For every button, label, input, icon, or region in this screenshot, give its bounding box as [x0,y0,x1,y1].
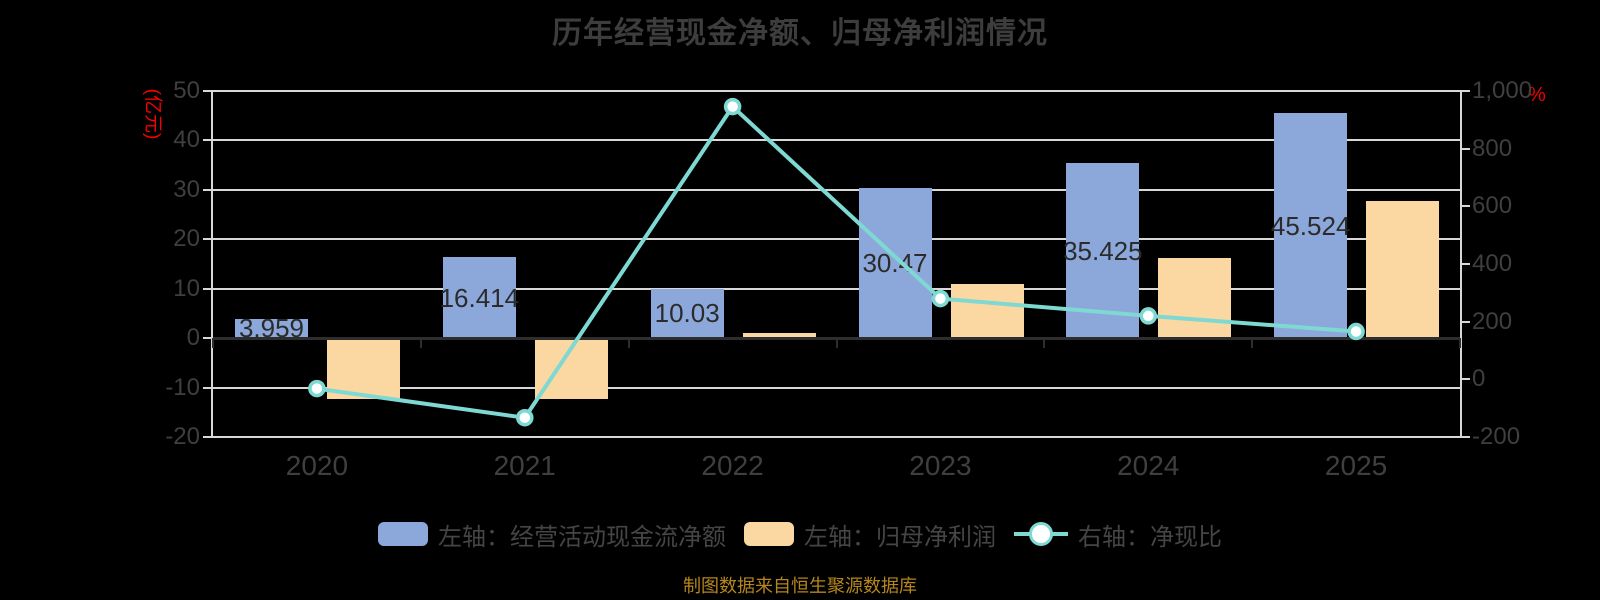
line-point-2022[interactable] [723,97,742,116]
y-axis-tick-label: 50 [173,77,200,104]
gridline [213,436,1460,438]
bar-value-label: 35.425 [1063,235,1143,266]
x-axis-label-2022: 2022 [701,450,764,481]
x-axis-label-2023: 2023 [909,450,972,481]
x-axis-boundary-tick [1251,338,1254,349]
bar-netprofit-2025[interactable] [1366,201,1440,339]
right-axis-line [1460,91,1462,437]
gridline [213,139,1460,142]
bar-value-label: 16.414 [439,282,520,313]
right-axis-tick-label: 600 [1472,192,1513,220]
bar-value-label: 30.47 [862,247,928,278]
right-axis-tick-label: 400 [1472,250,1513,277]
y-axis-tick [203,238,213,241]
line-point-2020[interactable] [308,379,326,398]
x-axis-boundary-tick [212,338,214,349]
right-axis-tick-label: 800 [1472,134,1513,162]
legend-label-netcash-ratio: 右轴：净现比 [1078,523,1222,551]
right-axis-tick [1460,436,1470,438]
x-axis-boundary-tick [1043,338,1046,349]
right-axis-tick [1460,320,1470,323]
legend-label-cashflow: 左轴：经营活动现金流净额 [438,523,726,551]
right-axis-tick [1460,263,1470,265]
right-axis-tick [1460,205,1470,208]
legend-item-netcash-ratio[interactable]: 右轴：净现比 [1014,517,1222,552]
footnote-data-source: 制图数据来自恒生聚源数据库 [683,576,917,596]
y-axis-tick-label: 0 [186,324,200,352]
y-axis-tick [203,337,213,340]
left-axis-line [211,91,213,437]
line-point-2024[interactable] [1139,307,1158,325]
y-axis-tick-label: 40 [173,126,200,154]
legend-dot-icon [1029,522,1053,546]
right-axis-tick-label: 0 [1472,365,1486,393]
right-axis-tick [1460,90,1470,92]
legend-label-netprofit: 左轴：归母净利润 [804,523,996,551]
y-axis-tick-label: -10 [165,373,200,401]
bar-value-label: 3.959 [238,313,305,344]
x-axis-label-2025: 2025 [1324,450,1388,481]
y-axis-tick [203,436,213,438]
right-axis-tick [1460,147,1470,150]
x-axis-label-2021: 2021 [493,450,556,481]
y-axis-tick [203,139,213,142]
bar-value-label: 10.03 [654,298,720,329]
y-axis-tick-label: 20 [173,225,200,253]
legend: 左轴：经营活动现金流净额 左轴：归母净利润 右轴：净现比 [0,514,1600,554]
bar-netprofit-2023[interactable] [950,284,1024,339]
legend-swatch-cashflow [378,522,428,546]
chart-title: 历年经营现金净额、归母净利润情况 [552,17,1048,50]
right-axis-tick-label: 200 [1472,307,1513,335]
bar-netprofit-2020[interactable] [327,338,400,399]
x-axis-boundary-tick [835,338,838,349]
gridline [213,386,1460,389]
x-axis-boundary-tick [419,338,422,349]
y-axis-tick-label: 30 [173,175,200,203]
bar-value-label: 45.524 [1270,210,1351,241]
right-axis-unit-label: % [1528,84,1546,106]
right-axis-tick [1460,378,1470,381]
x-axis-boundary-tick [627,338,630,349]
y-axis-tick-label: 10 [173,274,200,302]
right-axis-tick-label: 1,000 [1472,77,1533,104]
legend-line-marker-icon [1014,522,1068,546]
bar-netprofit-2024[interactable] [1158,258,1232,339]
gridline [213,188,1460,191]
y-axis-tick [203,90,213,92]
y-axis-tick [203,188,213,191]
bar-cashflow-2020[interactable] [235,318,308,339]
x-axis-label-2024: 2024 [1117,450,1180,481]
bar-netprofit-2021[interactable] [534,338,608,400]
gridline [213,287,1460,290]
legend-item-net-profit[interactable]: 左轴：归母净利润 [744,517,996,552]
gridline [213,90,1460,92]
y-axis-tick [203,386,213,389]
line-point-2021[interactable] [516,408,534,427]
legend-item-operating-cashflow[interactable]: 左轴：经营活动现金流净额 [378,517,726,552]
right-axis-tick-label: -200 [1472,423,1521,450]
y-axis-tick [203,287,213,290]
x-axis-boundary-tick [1459,338,1461,349]
legend-swatch-netprofit [744,522,794,546]
y-axis-tick-label: -20 [165,423,200,450]
x-axis-label-2020: 2020 [285,450,349,481]
line-point-2023[interactable] [931,289,950,308]
